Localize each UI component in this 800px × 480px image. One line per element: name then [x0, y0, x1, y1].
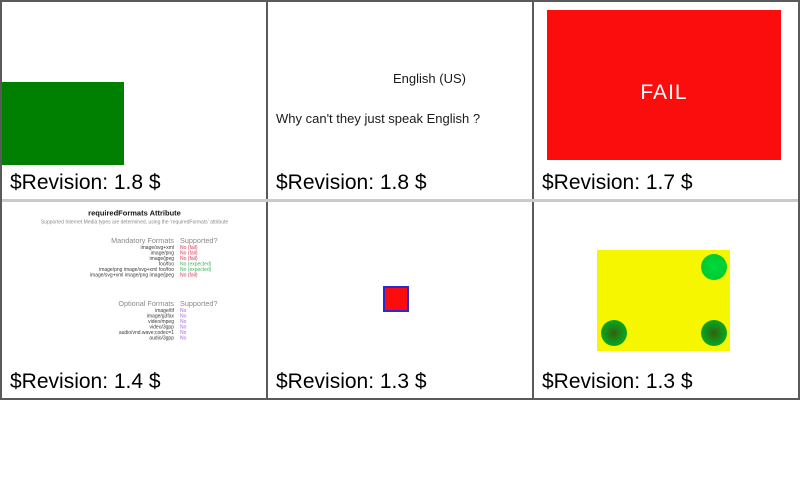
green-circle-bottom-right	[701, 319, 727, 346]
optional-formats-header: Optional Formats Supported?	[2, 299, 266, 308]
format-row: image/png image/svg+xml foo/foo No (expe…	[99, 266, 212, 273]
supported-header-label: Supported?	[180, 299, 218, 308]
format-row: image/svg+xml image/png image/jpeg No (f…	[89, 272, 198, 278]
format-row: audio/vnd.wave;codec=1 No	[118, 329, 187, 336]
format-row: image/jpeg No (fail)	[149, 255, 198, 262]
format-row: video/3gpp No	[149, 324, 187, 330]
formats-subtitle: Supported Internet Media types are deter…	[40, 219, 229, 225]
test-cell-language: English (US) Why can't they just speak E…	[268, 2, 534, 199]
format-row: image/png No (fail)	[150, 250, 198, 256]
revision-label: $Revision: 1.3 $	[542, 370, 693, 393]
fail-rectangle: FAIL	[547, 10, 781, 160]
grid-row-top: $Revision: 1.8 $ English (US) Why can't …	[2, 2, 798, 202]
revision-label: $Revision: 1.8 $	[10, 170, 161, 194]
red-square	[383, 285, 409, 312]
mandatory-formats-header: Mandatory Formats Supported?	[2, 236, 266, 245]
formats-report: requiredFormats Attribute Supported Inte…	[2, 202, 266, 341]
grid-row-bottom: requiredFormats Attribute Supported Inte…	[2, 201, 798, 398]
revision-label: $Revision: 1.4 $	[10, 370, 161, 393]
test-results-grid: $Revision: 1.8 $ English (US) Why can't …	[0, 0, 800, 400]
format-row: video/mpeg No	[148, 318, 187, 325]
format-row: image/tif No	[155, 307, 187, 314]
test-cell-required-formats: requiredFormats Attribute Supported Inte…	[2, 201, 268, 398]
format-row: image/g3fax No	[146, 313, 187, 319]
green-circle-bottom-left	[601, 319, 627, 346]
supported-header-label: Supported?	[180, 236, 218, 245]
format-row: audio/3gpp No	[149, 335, 187, 341]
format-row: foo/foo No (expected)	[158, 261, 212, 267]
format-row: image/svg+xml No (fail)	[140, 244, 198, 251]
optional-header-label: Optional Formats	[118, 299, 174, 308]
mandatory-header-label: Mandatory Formats	[111, 236, 174, 245]
test-cell-red-square: $Revision: 1.3 $	[268, 201, 534, 398]
formats-title: requiredFormats Attribute	[88, 208, 181, 218]
green-rectangle	[2, 82, 124, 165]
test-cell-fail: FAIL $Revision: 1.7 $	[534, 2, 798, 199]
fail-label: FAIL	[640, 81, 688, 104]
revision-label: $Revision: 1.7 $	[542, 170, 693, 194]
revision-label: $Revision: 1.8 $	[276, 170, 427, 194]
test-cell-gradient-circles: $Revision: 1.3 $	[534, 201, 798, 398]
language-heading: English (US)	[393, 71, 466, 86]
test-cell-green-rect: $Revision: 1.8 $	[2, 2, 268, 199]
language-sentence: Why can't they just speak English ?	[276, 111, 481, 126]
green-circle-top-right	[701, 253, 727, 280]
revision-label: $Revision: 1.3 $	[276, 370, 427, 393]
